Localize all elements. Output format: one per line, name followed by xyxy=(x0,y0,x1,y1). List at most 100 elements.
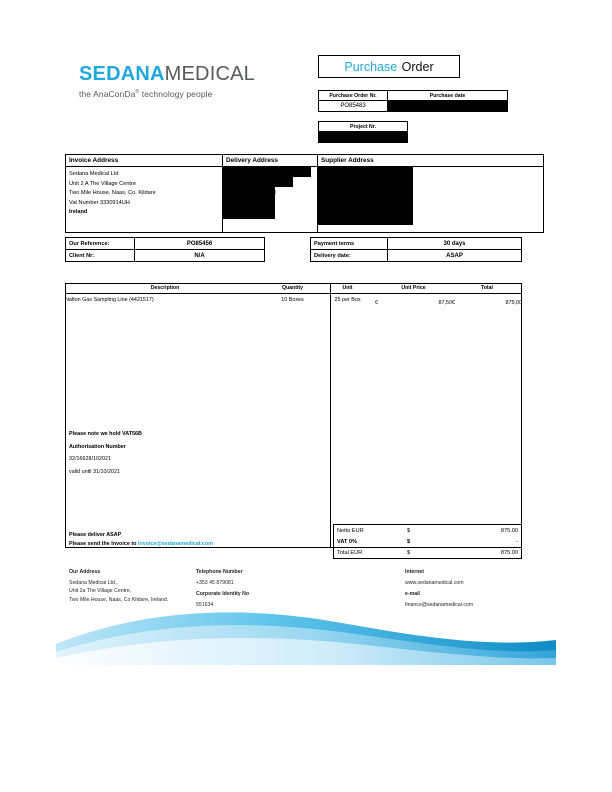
footer-email-value: finance@sedanamedical.com xyxy=(405,602,474,609)
delivery-instruction-line: Please deliver ASAP xyxy=(69,532,122,538)
project-number-table: Project Nr. xyxy=(318,121,408,143)
our-reference-label: Our Reference: xyxy=(65,237,135,250)
footer-address-line: Two Mile House, Naas, Co Kildare, Irelan… xyxy=(69,596,169,603)
line-items-header-row: Description Quantity Unit Unit Price Tot… xyxy=(65,283,522,294)
netto-amount: 875.00 xyxy=(500,527,518,534)
line-item-total-cell: € 875,00 xyxy=(452,294,523,306)
logo-brand-first: SEDANA xyxy=(79,63,165,85)
order-notes: Please note we hold VAT56B Authorisation… xyxy=(69,428,142,478)
line-item-row: Nafion Gas Sampling Line (4421517) 10 Bo… xyxy=(65,294,523,306)
footer-address-line: Sedana Medical Ltd., xyxy=(69,579,118,586)
invoice-address-line: Vat Number 3330914UH xyxy=(69,199,130,206)
project-number-header: Project Nr. xyxy=(318,121,408,132)
vat-label: VAT 0% xyxy=(337,538,357,545)
delivery-address-redaction xyxy=(223,176,293,187)
totals-row-total: Total EUR $ 875.00 xyxy=(333,547,522,558)
line-item-total-currency: € xyxy=(452,300,455,306)
totals-table: Netto EUR $ 875.00 VAT 0% $ - Total EUR … xyxy=(333,525,522,558)
invoice-address-line: Two Mile House, Naas, Co. Kildare xyxy=(69,190,156,197)
footer-internet-block: Internet www.sedanamedical.com e-mail fi… xyxy=(405,568,473,610)
delivery-address-heading: Delivery Address xyxy=(222,154,318,167)
footer-phone-block: Telephone Number +353 45 879081 Corporat… xyxy=(196,568,249,610)
vat-currency: $ xyxy=(407,538,411,545)
our-reference-value: PO85456 xyxy=(134,237,265,250)
line-items-border xyxy=(65,283,522,548)
footer-phone-value: +353 45 879081 xyxy=(196,579,234,586)
line-items-column-separator xyxy=(330,283,331,548)
authorisation-label: Authorisation Number xyxy=(69,443,126,450)
total-currency: $ xyxy=(407,549,411,556)
payment-terms-value: 30 days xyxy=(387,237,522,250)
footer-phone-heading: Telephone Number xyxy=(196,569,243,575)
logo-brand-second: MEDICAL xyxy=(164,63,255,85)
invoice-address-body: Sedana Medical Ltd Unit 2 A The Village … xyxy=(65,166,223,233)
project-number-value-redacted xyxy=(318,131,408,143)
po-number-value: PO85483 xyxy=(318,100,388,112)
supplier-address-redaction xyxy=(318,167,413,225)
supplier-address-heading: Supplier Address xyxy=(317,154,544,167)
vat-note: Please note we hold VAT56B xyxy=(69,431,142,437)
line-item-unit-price-cell: € 87,50 xyxy=(375,294,453,306)
line-item-description: Nafion Gas Sampling Line (4421517) xyxy=(65,297,154,303)
delivery-address-body: Sedana Medical AB (publ) Vendevagen 89 s… xyxy=(222,166,318,233)
column-header-total: Total xyxy=(452,283,522,294)
purchase-date-value-redacted xyxy=(387,100,508,112)
purchase-date-header: Purchase date xyxy=(387,90,508,101)
total-amount: 875.00 xyxy=(500,549,518,556)
line-item-total: 875,00 xyxy=(505,300,523,306)
footer-address-heading: Our Address xyxy=(69,569,101,575)
total-label: Total EUR xyxy=(337,549,363,556)
column-header-description: Description xyxy=(65,283,265,294)
footer-internet-heading: Internet xyxy=(405,569,425,575)
logo-wordmark: SEDANAMEDICAL xyxy=(79,64,255,84)
netto-currency: $ xyxy=(407,527,411,534)
invoice-email-link[interactable]: invoice@sedanamedical.com xyxy=(137,541,213,547)
client-number-label: Client Nr: xyxy=(65,249,135,262)
logo-tagline-pre: the AnaConDa xyxy=(79,89,136,99)
line-item-unit-price: 87,50 xyxy=(438,300,453,306)
column-header-quantity: Quantity xyxy=(265,283,320,294)
line-items-table: Description Quantity Unit Unit Price Tot… xyxy=(65,283,522,306)
totals-row-netto: Netto EUR $ 875.00 xyxy=(333,525,522,536)
footer-address-block: Our Address Sedana Medical Ltd., Unit 2a… xyxy=(69,568,168,604)
netto-label: Netto EUR xyxy=(337,527,364,534)
our-reference-table: Our Reference: PO85456 Client Nr: N/A xyxy=(65,237,265,262)
authorisation-valid-until: valid until 31/10/2021 xyxy=(69,468,120,475)
line-item-quantity: 10 Boxes xyxy=(281,297,304,303)
footer-corporate-id-heading: Corporate Identity No xyxy=(196,591,250,598)
totals-row-vat: VAT 0% $ - xyxy=(333,536,522,547)
footer-website-value: www.sedanamedical.com xyxy=(405,579,464,586)
invoice-instruction-text: Please send the Invoice to xyxy=(69,541,138,547)
vat-amount: - xyxy=(516,538,518,545)
registered-mark-icon: ® xyxy=(135,89,140,96)
page-title-word1: Purchase xyxy=(344,59,398,74)
delivery-address-redaction xyxy=(223,167,311,177)
invoice-instruction-line: Please send the Invoice to invoice@sedan… xyxy=(69,540,213,549)
invoice-address-line: Unit 2 A The Village Centre xyxy=(69,180,136,187)
footer-email-heading: e-mail xyxy=(405,591,420,598)
column-header-unit-price: Unit Price xyxy=(375,283,452,294)
delivery-date-value: ASAP xyxy=(387,249,522,262)
invoice-address-heading: Invoice Address xyxy=(65,154,223,167)
purchase-order-meta-table: Purchase Order Nr. Purchase date PO85483 xyxy=(318,90,508,112)
po-number-header: Purchase Order Nr. xyxy=(318,90,388,101)
column-header-unit: Unit xyxy=(320,283,375,294)
invoice-address-line: Sedana Medical Ltd xyxy=(69,171,119,177)
authorisation-number: 32/16628/102021 xyxy=(69,456,111,463)
page-title-word2: Order xyxy=(401,59,434,74)
address-table: Invoice Address Delivery Address Supplie… xyxy=(65,154,544,233)
client-number-value: N/A xyxy=(134,249,265,262)
line-item-unit-price-currency: € xyxy=(375,300,378,306)
wave-decoration-graphic xyxy=(56,612,556,665)
delivery-instructions: Please deliver ASAP Please send the Invo… xyxy=(69,531,213,549)
logo-tagline: the AnaConDa® technology people xyxy=(79,89,255,99)
invoice-address-country: Ireland xyxy=(69,209,88,216)
payment-terms-label: Payment terms xyxy=(310,237,388,250)
supplier-address-body: Vernacare ltd. SEDibon Road Drum Mills, … xyxy=(317,166,544,233)
delivery-date-label: Delivery date: xyxy=(310,249,388,262)
terms-table: Payment terms 30 days Delivery date: ASA… xyxy=(310,237,522,262)
footer-corporate-id-value: 551634 xyxy=(196,602,214,609)
line-item-unit: 25 per Box xyxy=(334,297,361,303)
company-logo: SEDANAMEDICAL the AnaConDa® technology p… xyxy=(79,64,255,99)
